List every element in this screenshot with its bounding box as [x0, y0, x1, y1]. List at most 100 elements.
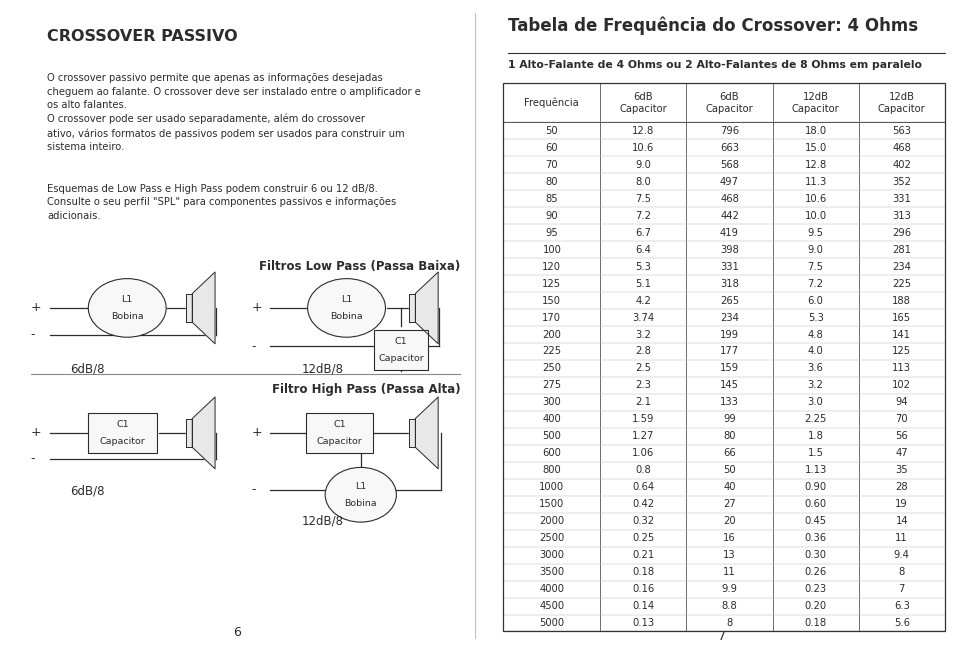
- Text: 0.42: 0.42: [632, 499, 654, 509]
- Text: 19: 19: [896, 499, 908, 509]
- Text: 0.36: 0.36: [805, 533, 827, 543]
- Text: 500: 500: [543, 432, 561, 441]
- Text: 352: 352: [892, 177, 911, 187]
- Text: 0.23: 0.23: [805, 584, 827, 594]
- Text: 300: 300: [543, 397, 561, 408]
- Polygon shape: [192, 397, 215, 469]
- Polygon shape: [415, 272, 438, 344]
- Text: 0.90: 0.90: [805, 482, 827, 492]
- Text: 5.1: 5.1: [636, 279, 651, 288]
- Text: 0.32: 0.32: [632, 516, 654, 526]
- Text: 80: 80: [723, 432, 736, 441]
- Text: 796: 796: [720, 126, 739, 136]
- Text: 7.5: 7.5: [807, 262, 824, 271]
- Text: 150: 150: [543, 296, 561, 305]
- Text: 296: 296: [892, 228, 911, 238]
- Text: 225: 225: [542, 346, 561, 357]
- Text: 4.2: 4.2: [636, 296, 651, 305]
- Text: 234: 234: [892, 262, 911, 271]
- Text: 11: 11: [723, 567, 736, 577]
- Text: 50: 50: [546, 126, 558, 136]
- Text: 6dB
Capacitor: 6dB Capacitor: [706, 92, 754, 114]
- Text: 265: 265: [720, 296, 739, 305]
- Text: 60: 60: [546, 143, 558, 153]
- Text: +: +: [251, 301, 262, 314]
- Text: 11: 11: [896, 533, 908, 543]
- Text: 2.8: 2.8: [636, 346, 651, 357]
- Ellipse shape: [88, 279, 166, 337]
- Text: 7.2: 7.2: [807, 279, 824, 288]
- Text: 497: 497: [720, 177, 739, 187]
- Text: Esquemas de Low Pass e High Pass podem construir 6 ou 12 dB/8.
Consulte o seu pe: Esquemas de Low Pass e High Pass podem c…: [48, 184, 397, 221]
- Text: 398: 398: [720, 245, 739, 255]
- Text: 7.2: 7.2: [636, 211, 651, 221]
- Text: 125: 125: [892, 346, 911, 357]
- Text: +: +: [31, 426, 41, 439]
- Text: 165: 165: [892, 312, 911, 322]
- Text: 563: 563: [892, 126, 911, 136]
- Text: 141: 141: [892, 329, 911, 340]
- Text: 9.0: 9.0: [807, 245, 824, 255]
- Text: 0.18: 0.18: [632, 567, 654, 577]
- Text: 400: 400: [543, 414, 561, 424]
- Text: 170: 170: [543, 312, 561, 322]
- Text: 419: 419: [720, 228, 739, 238]
- Polygon shape: [415, 397, 438, 469]
- Text: 800: 800: [543, 465, 561, 475]
- Text: 28: 28: [896, 482, 908, 492]
- Text: 188: 188: [892, 296, 911, 305]
- Text: Capacitor: Capacitor: [100, 437, 146, 446]
- Text: 568: 568: [720, 159, 739, 170]
- Text: 6dB
Capacitor: 6dB Capacitor: [620, 92, 667, 114]
- Text: 7: 7: [717, 630, 726, 643]
- Text: 12dB
Capacitor: 12dB Capacitor: [792, 92, 839, 114]
- Text: 6dB/8: 6dB/8: [71, 363, 105, 376]
- Text: 318: 318: [720, 279, 739, 288]
- FancyBboxPatch shape: [88, 413, 157, 453]
- Text: 281: 281: [892, 245, 911, 255]
- Text: 85: 85: [546, 194, 558, 204]
- Text: 0.20: 0.20: [805, 601, 827, 611]
- Text: 3.2: 3.2: [807, 380, 824, 391]
- Text: 468: 468: [892, 143, 911, 153]
- Text: Tabela de Frequência do Crossover: 4 Ohms: Tabela de Frequência do Crossover: 4 Ohm…: [508, 16, 918, 35]
- Text: Bobina: Bobina: [330, 312, 363, 321]
- Text: Capacitor: Capacitor: [378, 354, 424, 363]
- Text: 0.16: 0.16: [632, 584, 655, 594]
- Text: Bobina: Bobina: [111, 312, 144, 321]
- Text: 5.3: 5.3: [807, 312, 824, 322]
- Text: 1.27: 1.27: [632, 432, 655, 441]
- Polygon shape: [409, 294, 415, 322]
- Text: 80: 80: [546, 177, 558, 187]
- Text: 4.8: 4.8: [807, 329, 824, 340]
- Text: 4000: 4000: [539, 584, 564, 594]
- Text: 600: 600: [543, 449, 561, 458]
- Text: 1.5: 1.5: [807, 449, 824, 458]
- Text: 50: 50: [723, 465, 736, 475]
- Text: 9.5: 9.5: [807, 228, 824, 238]
- Text: 12.8: 12.8: [632, 126, 655, 136]
- Text: 2.1: 2.1: [636, 397, 651, 408]
- Polygon shape: [186, 419, 192, 447]
- Text: 3.0: 3.0: [807, 397, 824, 408]
- Text: 5.3: 5.3: [636, 262, 651, 271]
- Text: 1.8: 1.8: [807, 432, 824, 441]
- Text: Bobina: Bobina: [344, 499, 377, 508]
- FancyBboxPatch shape: [306, 413, 373, 453]
- Text: 13: 13: [723, 550, 736, 560]
- Text: 2.25: 2.25: [805, 414, 827, 424]
- Text: 9.4: 9.4: [894, 550, 910, 560]
- Text: 2000: 2000: [539, 516, 565, 526]
- Text: CROSSOVER PASSIVO: CROSSOVER PASSIVO: [48, 29, 238, 44]
- Text: 47: 47: [896, 449, 908, 458]
- Text: 331: 331: [892, 194, 911, 204]
- Text: 0.25: 0.25: [632, 533, 655, 543]
- Text: -: -: [31, 452, 35, 465]
- Text: L1: L1: [355, 482, 366, 491]
- Text: 6.4: 6.4: [636, 245, 651, 255]
- Text: C1: C1: [333, 420, 346, 429]
- Text: 6.7: 6.7: [636, 228, 651, 238]
- Text: 70: 70: [546, 159, 558, 170]
- Text: 90: 90: [546, 211, 558, 221]
- Text: 10.6: 10.6: [632, 143, 655, 153]
